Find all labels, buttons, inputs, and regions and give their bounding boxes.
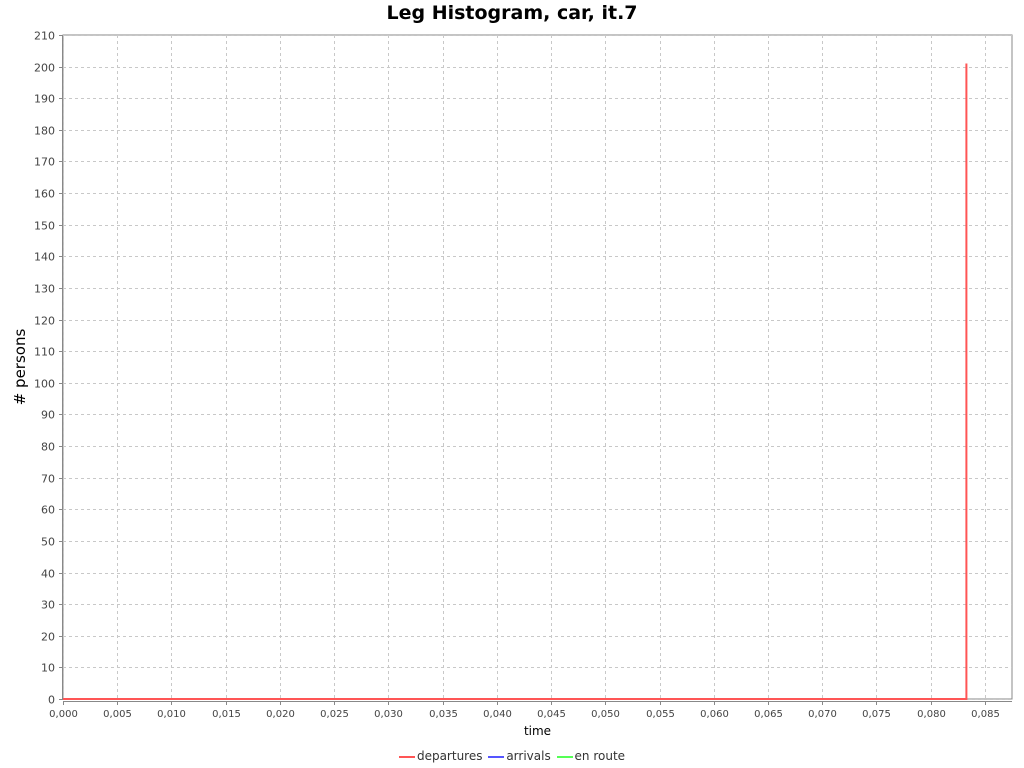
x-tick-label: 0,020 bbox=[266, 709, 295, 720]
legend-swatch-arrivals bbox=[488, 755, 505, 758]
x-tick-label: 0,010 bbox=[157, 709, 186, 720]
legend-label-departures: departures bbox=[416, 749, 483, 763]
x-tick-label: 0,085 bbox=[971, 709, 1000, 720]
x-tick-label: 0,080 bbox=[917, 709, 946, 720]
x-tick-label: 0,050 bbox=[591, 709, 620, 720]
grid bbox=[63, 35, 1012, 700]
x-tick-label: 0,035 bbox=[429, 709, 458, 720]
legend: departures arrivals en route bbox=[0, 749, 1024, 763]
legend-swatch-departures bbox=[398, 755, 415, 758]
y-tick-label: 140 bbox=[34, 251, 55, 264]
legend-item-arrivals: arrivals bbox=[488, 749, 551, 763]
x-tick-label: 0,040 bbox=[483, 709, 512, 720]
y-tick-label: 160 bbox=[34, 188, 55, 201]
y-tick-label: 20 bbox=[41, 631, 55, 644]
y-tick-label: 10 bbox=[41, 662, 55, 675]
x-tick-label: 0,070 bbox=[808, 709, 837, 720]
y-tick-label: 180 bbox=[34, 125, 55, 138]
y-tick-label: 110 bbox=[34, 346, 55, 359]
y-tick-label: 50 bbox=[41, 536, 55, 549]
y-tick-label: 70 bbox=[41, 473, 55, 486]
axes: 0 10 20 30 40 50 60 70 80 90 100 110 120 130 140 150 160… bbox=[34, 30, 1012, 720]
y-tick-label: 130 bbox=[34, 283, 55, 296]
chart-title: Leg Histogram, car, it.7 bbox=[386, 2, 638, 24]
y-tick-label: 120 bbox=[34, 315, 55, 328]
x-tick-label: 0,015 bbox=[212, 709, 241, 720]
x-tick-label: 0,065 bbox=[754, 709, 783, 720]
y-tick-label: 0 bbox=[48, 694, 55, 707]
plot-area bbox=[62, 34, 1013, 700]
y-axis-label: # persons bbox=[11, 329, 29, 406]
x-tick-label: 0,025 bbox=[320, 709, 349, 720]
x-tick-label: 0,055 bbox=[646, 709, 675, 720]
y-tick-label: 190 bbox=[34, 93, 55, 106]
series-line-departures bbox=[63, 63, 968, 700]
y-tick-label: 150 bbox=[34, 220, 55, 233]
y-tick-label: 40 bbox=[41, 568, 55, 581]
y-tick-label: 80 bbox=[41, 441, 55, 454]
x-tick-label: 0,000 bbox=[49, 709, 78, 720]
x-tick-label: 0,075 bbox=[862, 709, 891, 720]
legend-swatch-en-route bbox=[556, 755, 573, 758]
y-tick-label: 200 bbox=[34, 62, 55, 75]
y-tick-label: 170 bbox=[34, 156, 55, 169]
x-tick-label: 0,045 bbox=[537, 709, 566, 720]
y-tick-label: 90 bbox=[41, 409, 55, 422]
legend-label-en-route: en route bbox=[574, 749, 626, 763]
legend-item-departures: departures bbox=[398, 749, 483, 763]
y-tick-label: 100 bbox=[34, 378, 55, 391]
x-tick-label: 0,005 bbox=[103, 709, 132, 720]
x-axis-label: time bbox=[524, 724, 551, 738]
y-tick-label: 60 bbox=[41, 504, 55, 517]
series-layer bbox=[63, 63, 968, 700]
y-tick-label: 210 bbox=[34, 30, 55, 43]
x-tick-label: 0,060 bbox=[700, 709, 729, 720]
y-tick-label: 30 bbox=[41, 599, 55, 612]
legend-item-en-route: en route bbox=[556, 749, 626, 763]
x-tick-label: 0,030 bbox=[374, 709, 403, 720]
legend-label-arrivals: arrivals bbox=[506, 749, 551, 763]
